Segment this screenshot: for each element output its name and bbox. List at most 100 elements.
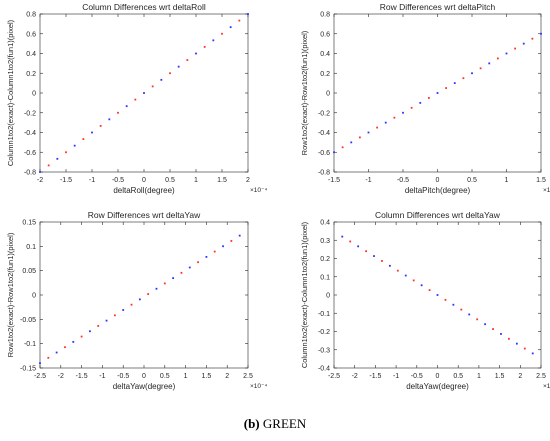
y-tick-label: 0 [326,91,330,98]
data-point [105,319,108,322]
x-tick-label: -0.5 [411,373,423,380]
x-tick-label: 0.5 [453,373,463,380]
data-point [82,138,85,140]
data-point [47,164,50,167]
data-point [384,121,387,124]
x-tick-label: -1 [89,177,95,184]
data-point [381,260,383,262]
y-tick-label: 0.15 [22,220,36,227]
data-point [444,298,447,301]
data-point [197,261,199,264]
y-tick-label: -0.1 [318,311,330,318]
data-point [177,65,180,68]
y-tick-label: 0.8 [320,12,330,19]
data-point [97,325,100,327]
x-axis-label: deltaRoll(degree) [113,186,175,195]
data-point [147,293,150,295]
x-tick-label: -1 [365,177,371,184]
chart-4: Column Differences wrt deltaYaw -2.5 -2 -1.… [300,210,550,391]
y-tick-label: 0 [32,293,36,300]
data-point [180,271,183,274]
data-point [238,234,241,237]
data-point [222,245,224,248]
data-point [247,13,249,15]
y-tick-label: 0 [326,293,330,300]
y-tick-label: 0.05 [22,268,36,275]
data-point [56,157,59,160]
data-point [80,335,83,338]
y-tick-label: -0.1 [24,341,36,348]
data-point [367,131,370,134]
y-tick-label: -0.4 [318,366,330,373]
data-point [462,77,465,80]
y-tick-label: -0.2 [24,110,36,117]
y-axis-label: Row1to2(exact)-Row1to2(fun1)(pixel) [6,232,15,357]
data-point [108,118,111,121]
x-tick-label: 1.5 [202,373,212,380]
y-tick-label: 0.4 [320,51,330,58]
chart-title: Row Differences wrt deltaYaw [88,210,201,220]
x-axis-label: deltaPitch(degree) [405,186,471,195]
x-tick-label: 0.5 [467,177,477,184]
x-tick-label: -2.5 [34,373,46,380]
data-point [436,294,439,296]
y-tick-label: -0.15 [20,366,36,373]
x-tick-label: 1 [184,373,188,380]
caption-label: (b) [243,416,260,431]
data-point [213,250,216,253]
x-tick-label: 0.5 [160,373,170,380]
data-point [427,97,430,99]
data-point [125,105,128,108]
x-tick-label: -0.5 [112,177,124,184]
data-point [500,333,502,335]
data-point [476,318,479,321]
data-point [134,98,137,101]
x-tick-label: 1.5 [536,177,546,184]
y-tick-label: 0.2 [320,256,330,263]
chart-3: Row Differences wrt deltaYaw -2.5 -2 -1.5 -1… [6,210,267,391]
y-tick-label: 0.4 [26,51,36,58]
x-exponent: ×10⁻⁴ [250,383,267,390]
data-point [358,136,361,139]
x-tick-label: -0.5 [397,177,409,184]
x-tick-label: -2 [37,177,43,184]
data-point [89,330,91,333]
data-point [523,347,526,350]
x-tick-label: -1.5 [369,373,381,380]
data-point [163,282,166,285]
data-point [396,269,399,272]
data-point [72,340,75,343]
chart-1: Column Differences wrt deltaRoll -2 -1.5 -1… [6,2,267,195]
data-point [505,52,508,55]
y-tick-label: -0.3 [318,347,330,354]
data-point [117,111,119,114]
data-point [138,298,141,301]
y-tick-label: 0.6 [320,31,330,38]
chart-title: Column Differences wrt deltaYaw [375,210,501,220]
x-tick-label: -2 [58,373,64,380]
y-tick-label: -0.4 [318,130,330,137]
data-point [349,240,352,243]
data-point [492,328,494,330]
x-tick-label: 1.5 [217,177,227,184]
data-point [488,62,491,65]
y-tick-label: 0.2 [26,71,36,78]
data-point [230,240,233,242]
data-point [419,101,422,104]
data-point [172,277,175,280]
data-point [350,141,353,144]
x-exponent: ×10⁻⁴ [543,187,550,194]
data-point [357,245,360,248]
data-point [188,266,191,269]
x-tick-label: 1 [477,373,481,380]
data-point [160,78,163,81]
y-axis-label: Column1to2(exact)-Column1to2(fun1)(pixel… [6,19,15,166]
data-point [420,284,423,287]
y-tick-label: -0.2 [318,329,330,336]
y-tick-label: 0.8 [26,12,36,19]
data-point [64,346,66,349]
data-point [515,342,518,345]
x-tick-label: -2.5 [328,373,340,380]
data-point [55,351,58,354]
x-tick-label: 0 [142,177,146,184]
